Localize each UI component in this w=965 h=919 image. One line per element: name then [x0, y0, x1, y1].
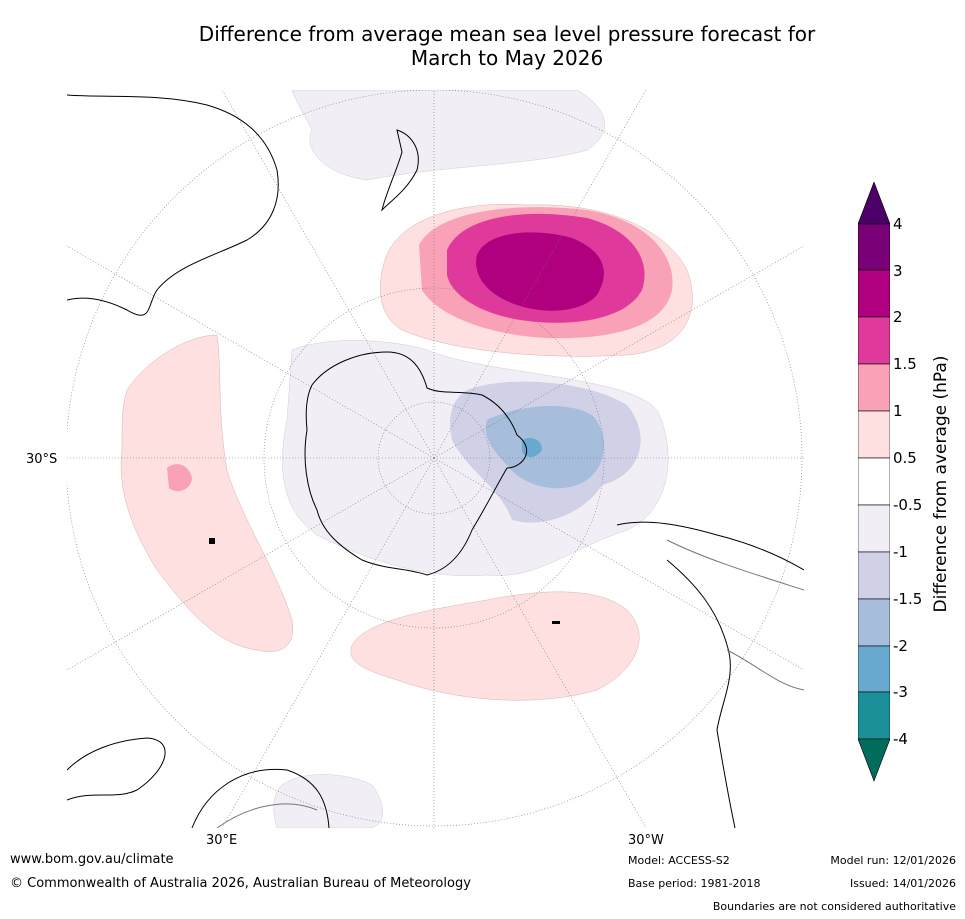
anomaly-neg-1.5-2 — [485, 405, 604, 489]
footer-model: Model: ACCESS-S2 — [628, 854, 730, 867]
anomaly-0.5-1-indian — [120, 334, 293, 652]
colorbar-tick-neg-3: -3 — [893, 683, 908, 701]
title-line-2: March to May 2026 — [410, 46, 604, 70]
colorbar-neg-0.5-to-1 — [858, 504, 890, 553]
colorbar-1.5-to-2 — [858, 316, 890, 365]
graticule-meridians — [67, 90, 804, 828]
colorbar — [858, 182, 890, 782]
map-title: Difference from average mean sea level p… — [0, 22, 965, 70]
footer-model-run: Model run: 12/01/2026 — [830, 854, 956, 867]
colorbar-neg-2-to-3 — [858, 645, 890, 693]
colorbar-neg-3-to-4 — [858, 691, 890, 740]
south-america-borders — [666, 539, 804, 691]
colorbar-tick-neg-2: -2 — [893, 637, 908, 655]
island-south-georgia — [552, 621, 560, 624]
colorbar-title: Difference from average (hPa) — [931, 355, 951, 613]
colorbar-2-to-3 — [858, 269, 890, 318]
colorbar-tick-1.5: 1.5 — [893, 355, 917, 373]
colorbar-extend-bottom — [858, 738, 890, 782]
title-line-1: Difference from average mean sea level p… — [198, 22, 816, 46]
graticule-pole-circle — [377, 401, 491, 515]
colorbar-tick-2: 2 — [893, 308, 903, 326]
map-svg — [67, 90, 804, 828]
lon-label-30e: 30°E — [206, 833, 238, 848]
colorbar-tick-neg-1.5: -1.5 — [893, 590, 923, 608]
footer-disclaimer: Boundaries are not considered authoritat… — [712, 900, 956, 913]
africa-borders — [216, 803, 318, 828]
footer-copyright: © Commonwealth of Australia 2026, Austra… — [10, 876, 471, 891]
colorbar-3-to-4 — [858, 223, 890, 271]
africa-coastline — [67, 737, 330, 828]
colorbar-tick-0.5: 0.5 — [893, 449, 917, 467]
south-america-coastline — [616, 521, 804, 828]
anomaly-0.5-1-atlantic — [350, 591, 640, 701]
colorbar-tick-1: 1 — [893, 402, 903, 420]
colorbar-tick-neg-0.5: -0.5 — [893, 496, 923, 514]
graticule-30s — [67, 90, 803, 827]
australia-coastline — [67, 94, 279, 316]
colorbar-neg-1.5-to-2 — [858, 598, 890, 647]
colorbar-tick-3: 3 — [893, 262, 903, 280]
colorbar-tick-neg-1: -1 — [893, 543, 908, 561]
anomaly-2-3-high — [476, 232, 604, 311]
colorbar-neg-1-to-1.5 — [858, 551, 890, 600]
anomaly-neg-north — [291, 90, 605, 181]
colorbar-extend-top — [858, 182, 890, 225]
new-zealand-coastline — [381, 129, 419, 212]
colorbar-0.5-to-1 — [858, 410, 890, 459]
anomaly-1-1.5-indian — [167, 464, 192, 492]
footer-issued: Issued: 14/01/2026 — [849, 877, 956, 890]
footer-base-period: Base period: 1981-2018 — [628, 877, 761, 890]
lon-label-30w: 30°W — [628, 833, 664, 848]
colorbar-1-to-1.5 — [858, 363, 890, 412]
anomaly-neg-south — [273, 774, 383, 828]
lat-label-30s: 30°S — [26, 452, 58, 467]
polar-map — [67, 90, 804, 828]
graticule-60s — [263, 287, 605, 629]
island-kerguelen — [209, 538, 215, 544]
antarctica-coastline — [304, 351, 528, 576]
footer-url[interactable]: www.bom.gov.au/climate — [10, 852, 174, 867]
colorbar-tick-neg-4: -4 — [893, 730, 908, 748]
colorbar-tick-4: 4 — [893, 215, 903, 233]
colorbar-neutral — [858, 457, 890, 506]
